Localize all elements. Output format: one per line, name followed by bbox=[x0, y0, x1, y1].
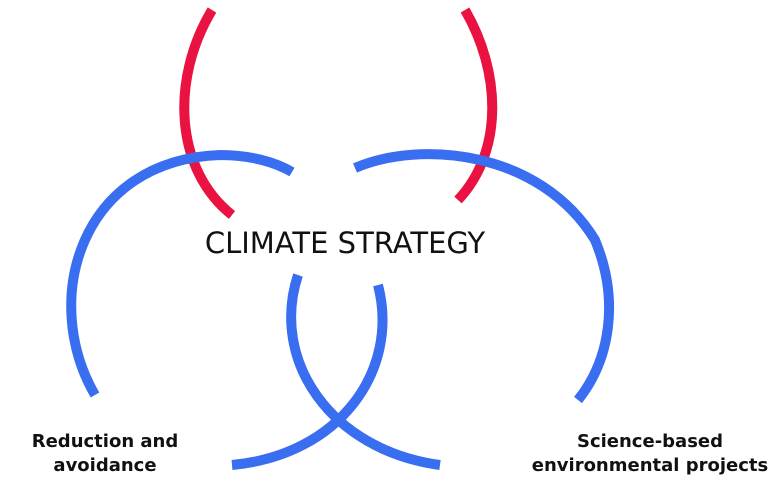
label-line: Science-based bbox=[577, 431, 723, 452]
red-arc-right bbox=[454, 7, 498, 204]
label-line: environmental projects bbox=[532, 455, 768, 476]
diagram-title: CLIMATE STRATEGY bbox=[205, 226, 486, 260]
label-line: avoidance bbox=[53, 455, 156, 476]
blue-arc-bottom-b bbox=[231, 283, 388, 470]
blue-arc-right bbox=[353, 149, 614, 404]
blue-arc-left bbox=[66, 149, 295, 398]
blue-arc-bottom-a bbox=[286, 273, 441, 470]
red-arc-left bbox=[179, 7, 236, 219]
label-line: Reduction and bbox=[32, 431, 179, 452]
